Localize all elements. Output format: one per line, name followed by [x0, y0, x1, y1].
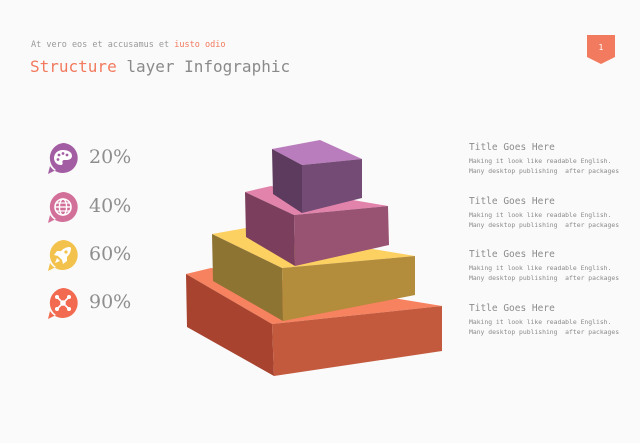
stat-value: 20% — [89, 146, 132, 168]
stat-90: 90% — [47, 287, 157, 321]
subtitle-accent: iusto odio — [174, 40, 226, 50]
item-description-line: Many desktop publishing after packages — [469, 167, 620, 175]
badge-shape — [587, 35, 615, 64]
title-accent: Structure — [30, 57, 117, 76]
item-title: Title Goes Here — [469, 249, 555, 260]
item-description: Making it look like readable English. Man… — [469, 263, 629, 283]
item-title: Title Goes Here — [469, 142, 555, 153]
stat-20: 20% — [47, 142, 157, 176]
network-icon — [48, 288, 78, 319]
item-description-line: Many desktop publishing after packages — [469, 221, 620, 229]
list-item: Title Goes Here Making it look like read… — [469, 303, 629, 337]
globe-icon — [48, 192, 78, 223]
item-description-line: Making it look like readable English. — [469, 211, 612, 219]
page-title: Structure layer Infographic — [30, 57, 290, 76]
item-title: Title Goes Here — [469, 196, 555, 207]
item-description: Making it look like readable English. Man… — [469, 210, 629, 230]
list-item: Title Goes Here Making it look like read… — [469, 142, 629, 176]
item-title: Title Goes Here — [469, 303, 555, 314]
subtitle: At vero eos et accusamus et iusto odio — [31, 40, 225, 50]
stat-value: 40% — [89, 195, 132, 217]
item-description: Making it look like readable English. Man… — [469, 156, 629, 176]
subtitle-text: At vero eos et accusamus et — [31, 40, 175, 50]
item-description-line: Many desktop publishing after packages — [469, 328, 620, 336]
rocket-icon — [48, 240, 78, 271]
page-number: 1 — [598, 43, 604, 52]
stat-60: 60% — [47, 239, 157, 273]
palette-icon — [48, 143, 78, 174]
stat-value: 90% — [89, 291, 132, 313]
page-number-badge: 1 — [587, 35, 615, 64]
list-item: Title Goes Here Making it look like read… — [469, 249, 629, 283]
item-description-line: Making it look like readable English. — [469, 157, 612, 165]
list-item: Title Goes Here Making it look like read… — [469, 196, 629, 230]
stat-40: 40% — [47, 191, 157, 225]
item-description-line: Making it look like readable English. — [469, 318, 612, 326]
item-description-line: Making it look like readable English. — [469, 264, 612, 272]
item-description: Making it look like readable English. Man… — [469, 317, 629, 337]
item-description-line: Many desktop publishing after packages — [469, 274, 620, 282]
stat-value: 60% — [89, 243, 132, 265]
title-rest: layer Infographic — [116, 57, 291, 76]
pyramid-layer-1 — [272, 140, 362, 213]
